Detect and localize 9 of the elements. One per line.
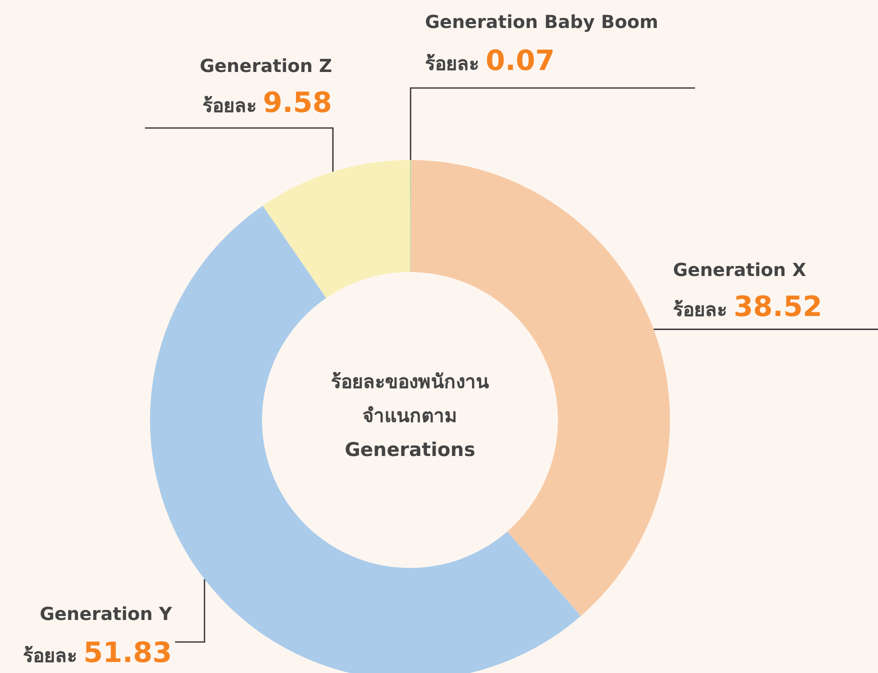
slice-label: Generation Z [200, 56, 332, 77]
data-label: ร้อยละ 38.52 [673, 290, 822, 323]
slice-label: Generation Baby Boom [425, 12, 658, 33]
data-label: ร้อยละ 0.07 [425, 44, 555, 77]
slice-label: Generation X [673, 260, 806, 281]
text: ร้อยละของพนักงาน จำแนกตาม Generations [331, 371, 489, 461]
data-label: ร้อยละ 51.83 [22, 636, 172, 669]
data-label: ร้อยละ 9.58 [202, 86, 332, 119]
slice-label: Generation Y [40, 604, 173, 625]
